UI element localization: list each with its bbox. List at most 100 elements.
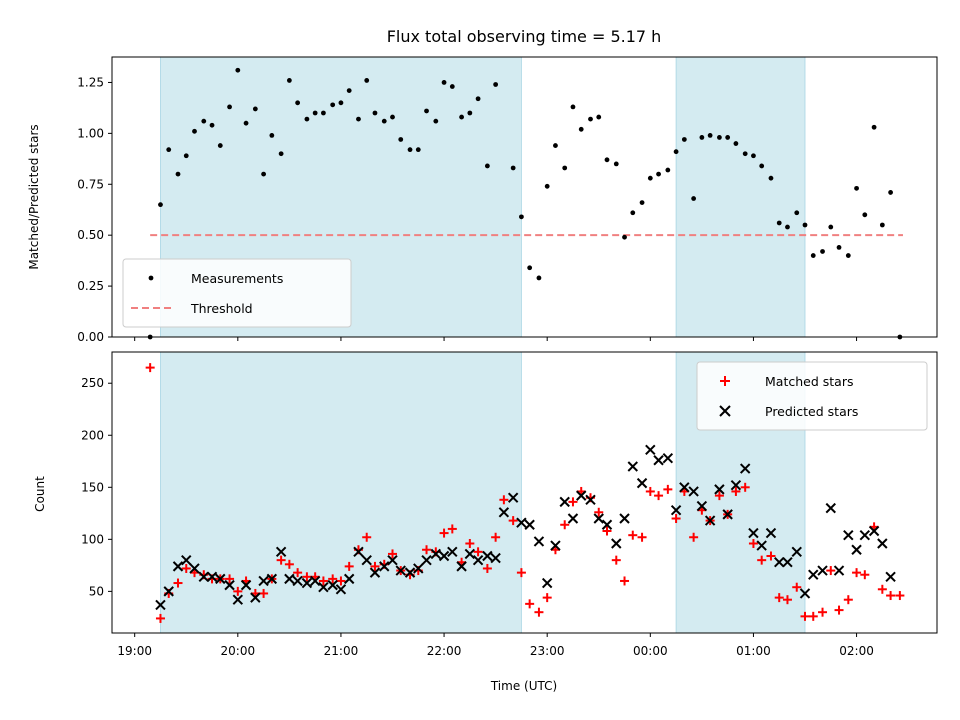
matched-star-point [602,526,612,536]
predicted-star-point [369,567,381,578]
measurement-point [604,157,610,163]
measurement-point [390,114,395,120]
matched-star-point [284,559,294,569]
predicted-star-point [413,563,424,574]
predicted-star-point [559,496,570,508]
predicted-star-point [240,579,252,591]
x-tick-label: 19:00 [117,644,152,658]
legend-predicted-marker [719,405,731,417]
count-y-tick-label: 100 [81,532,104,546]
matched-star-point [731,486,741,496]
measurement-point [278,151,284,157]
measurement-point [381,118,387,124]
predicted-star-point [627,461,638,472]
measurement-point [776,220,782,226]
matched-star-point [782,595,792,605]
measurement-point [398,137,404,142]
measurement-point [321,110,326,116]
matched-star-point [482,563,492,573]
predicted-star-point [601,519,613,530]
predicted-star-point [198,571,209,583]
matched-star-point [370,561,380,571]
x-tick-label: 00:00 [633,644,668,658]
measurement-point [527,265,533,271]
measurement-point [742,151,748,157]
matched-star-point [860,570,870,580]
measurement-point [733,141,739,146]
legend-label: Predicted stars [765,404,858,419]
measurement-point [794,210,800,216]
predicted-star-point [645,444,656,456]
ratio-y-tick-label: 0.50 [77,228,104,242]
measurement-point [691,196,697,201]
measurement-point [295,100,301,106]
measurement-point [725,135,731,140]
predicted-star-point [859,529,871,541]
matched-star-point [293,568,303,578]
matched-star-point [611,555,621,565]
matched-star-point [362,532,372,542]
measurement-point [338,100,344,106]
measurement-point [449,84,455,89]
predicted-star-point [756,540,767,551]
measurement-point [879,222,885,228]
matched-star-point [336,576,346,586]
measurement-point [862,212,868,218]
ratio-y-tick-label: 0.00 [77,330,104,344]
matched-star-point [671,514,681,524]
legend-measurement-marker [148,275,154,281]
predicted-star-point [456,561,467,572]
predicted-star-point [421,554,432,566]
matched-star-point [259,588,269,598]
measurement-point [183,153,189,159]
ratio-y-tick-label: 1.25 [77,75,104,89]
matched-star-point [233,586,243,596]
measurement-point [854,185,859,191]
chart-title: Flux total observing time = 5.17 h [387,27,662,46]
predicted-star-point [301,577,313,589]
measurement-point [536,275,542,281]
measurement-point [235,67,241,73]
measurement-point [217,143,223,148]
predicted-star-point [765,527,777,539]
predicted-star-point [799,588,811,599]
measurement-point [158,202,163,208]
predicted-star-point [335,584,347,595]
matched-star-point [808,611,818,621]
matched-star-point [774,593,784,603]
count-y-tick-label: 50 [89,584,104,598]
predicted-star-point [395,565,406,576]
matched-star-point [318,576,328,586]
predicted-star-point [739,463,751,474]
measurement-point [544,183,550,189]
measurement-point [681,137,687,142]
count-axes-frame [111,351,938,634]
predicted-star-point [447,546,458,558]
predicted-star-point [155,599,166,611]
measurement-point [699,135,705,140]
predicted-star-point [877,538,888,549]
predicted-star-point [593,513,604,524]
predicted-star-point [387,554,398,566]
matched-star-point [714,491,724,501]
ratio-legend-box [122,258,352,328]
matched-star-point [525,599,535,609]
predicted-star-point [851,544,862,555]
measurement-point [312,110,318,116]
matched-star-point [792,582,802,592]
matched-star-point [302,572,312,582]
predicted-star-point [670,504,682,516]
predicted-star-point [507,492,519,503]
matched-star-point [388,549,397,559]
predicted-star-point [868,525,880,537]
measurement-point [588,116,593,122]
measurement-point [356,116,361,122]
matched-star-point [439,528,449,538]
matched-star-point [628,530,638,540]
predicted-star-point [224,579,235,591]
measurement-point [209,122,215,128]
predicted-star-point [438,550,450,562]
predicted-star-point [232,594,244,605]
legend-matched-marker [720,376,730,386]
matched-star-point [560,520,570,530]
